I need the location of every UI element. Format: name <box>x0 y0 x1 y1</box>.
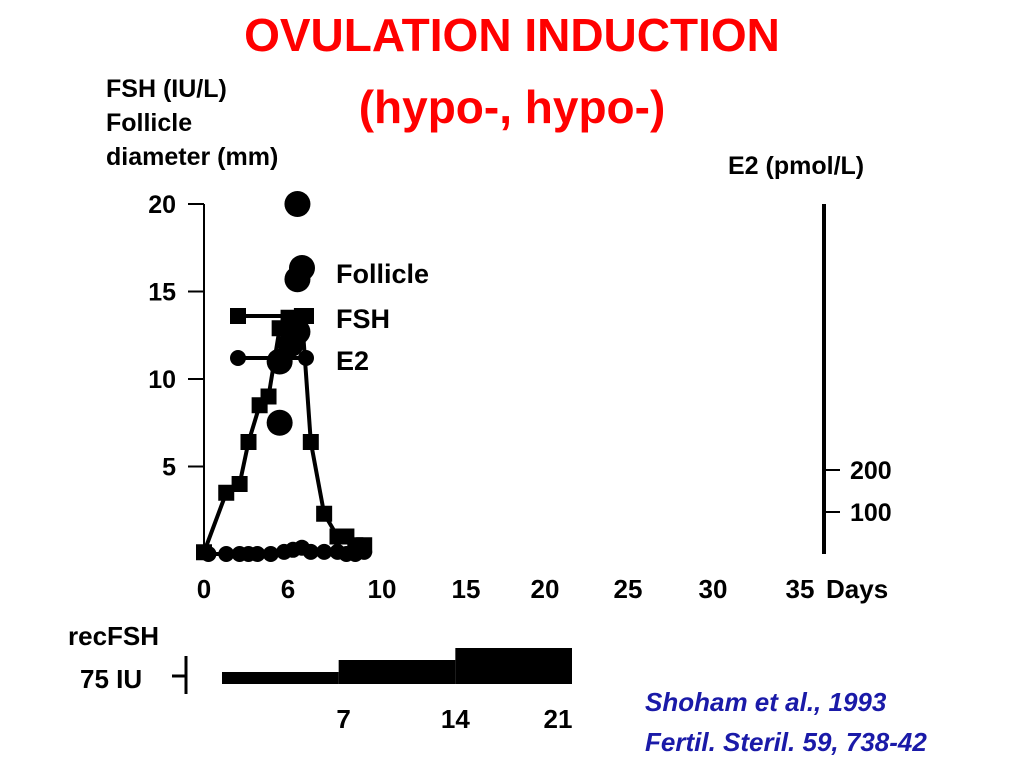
regimen-tick-label: 7 <box>336 704 350 734</box>
fsh-point <box>260 388 277 405</box>
y-left-tick-label: 20 <box>148 191 176 219</box>
y-left-tick-label: 5 <box>162 454 176 482</box>
citation: Shoham et al., 1993 Fertil. Steril. 59, … <box>645 682 927 762</box>
regimen-label-line2: 75 IU <box>80 664 142 694</box>
e2-point <box>200 546 217 562</box>
legend-follicle-marker <box>289 255 315 281</box>
y-axis-left-label-line1: FSH (IU/L) <box>106 75 227 103</box>
x-tick-label: 0 <box>197 574 211 604</box>
follicle-point <box>284 318 311 345</box>
x-tick-label: 6 <box>281 574 295 604</box>
y-axis-left-label-line2: Follicle <box>106 109 193 137</box>
y-axis-left-label-line3: diameter (mm) <box>106 143 279 171</box>
e2-point <box>316 543 333 560</box>
y-axis-right-label: E2 (pmol/L) <box>728 152 865 180</box>
regimen-tick-label: 21 <box>544 704 573 734</box>
follicle-point <box>284 191 311 217</box>
regimen-dose-block <box>338 660 456 684</box>
y-left-tick-label: 10 <box>148 366 176 394</box>
regimen-tick-label: 14 <box>441 704 470 734</box>
legend-fsh-marker <box>230 308 246 324</box>
title-line2: (hypo-, hypo-) <box>358 81 666 133</box>
e2-point <box>262 546 279 562</box>
citation-line1: Shoham et al., 1993 <box>645 687 887 717</box>
fsh-point <box>218 484 235 501</box>
fsh-point <box>231 476 248 492</box>
title-line1: OVULATION INDUCTION <box>244 9 780 61</box>
fsh-point <box>302 434 319 450</box>
e2-point <box>218 546 235 562</box>
y-left-tick-label: 15 <box>148 279 176 307</box>
legend-fsh-marker <box>298 308 314 324</box>
legend-fsh-label: FSH <box>336 304 390 334</box>
x-axis-label: Days <box>826 574 888 604</box>
y-right-tick-label: 100 <box>850 499 892 527</box>
x-tick-label: 30 <box>699 574 728 604</box>
regimen-label-line1: recFSH <box>68 621 159 651</box>
regimen-dose-block <box>455 648 572 684</box>
x-tick-label: 15 <box>452 574 481 604</box>
x-tick-label: 10 <box>368 574 397 604</box>
e2-point <box>302 543 319 560</box>
fsh-point <box>240 434 257 450</box>
legend-e2-marker <box>298 350 314 366</box>
legend-e2-label: E2 <box>336 346 369 376</box>
y-axis-left-label: FSH (IU/L) Follicle diameter (mm) <box>106 72 278 174</box>
citation-line2: Fertil. Steril. 59, 738-42 <box>645 727 927 757</box>
e2-point <box>356 543 373 560</box>
regimen-dose-block <box>222 672 339 684</box>
e2-point <box>249 546 266 562</box>
fsh-point <box>316 505 333 522</box>
legend-e2-marker <box>230 350 246 366</box>
follicle-point <box>266 409 293 436</box>
x-tick-label: 20 <box>531 574 560 604</box>
x-tick-label: 35 <box>786 574 815 604</box>
y-right-tick-label: 200 <box>850 457 892 485</box>
x-tick-label: 25 <box>614 574 643 604</box>
legend-follicle-label: Follicle <box>336 259 429 289</box>
